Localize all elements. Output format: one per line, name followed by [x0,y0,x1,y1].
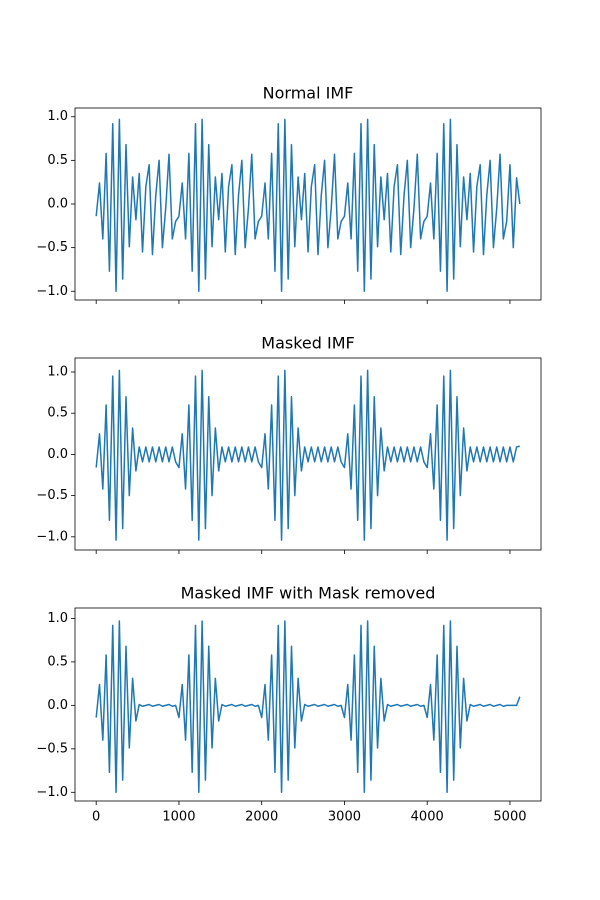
y-tick-label: 1.0 [47,611,68,626]
y-tick-label: 0.5 [47,654,68,669]
y-tick-label: 0.0 [47,698,68,713]
x-tick-label: 3000 [328,810,361,825]
x-tick-label: 1000 [162,810,195,825]
y-tick-label: 1.0 [47,365,68,380]
y-tick-label: −1.0 [36,785,68,800]
y-tick-label: 1.0 [47,109,68,124]
signal-line [95,118,521,293]
axes-frame [74,107,542,301]
y-tick-label: −0.5 [36,240,68,255]
y-tick-label: 0.5 [47,406,68,421]
y-tick-label: 0.0 [47,447,68,462]
subplot-title: Masked IMF with Mask removed [181,584,436,603]
x-tick-label: 0 [92,810,100,825]
signal-line [95,620,521,794]
y-tick-label: 0.5 [47,153,68,168]
axes-frame [74,357,542,551]
subplot-title: Masked IMF [261,334,354,353]
y-tick-label: −1.0 [36,284,68,299]
y-tick-label: 0.0 [47,197,68,212]
signal-line [95,369,520,541]
subplot-title: Normal IMF [263,84,354,103]
axes-frame [74,607,542,802]
x-tick-label: 5000 [493,810,526,825]
y-tick-label: −0.5 [36,488,68,503]
x-tick-label: 2000 [245,810,278,825]
y-tick-label: −1.0 [36,529,68,544]
y-tick-label: −0.5 [36,741,68,756]
x-tick-label: 4000 [411,810,444,825]
